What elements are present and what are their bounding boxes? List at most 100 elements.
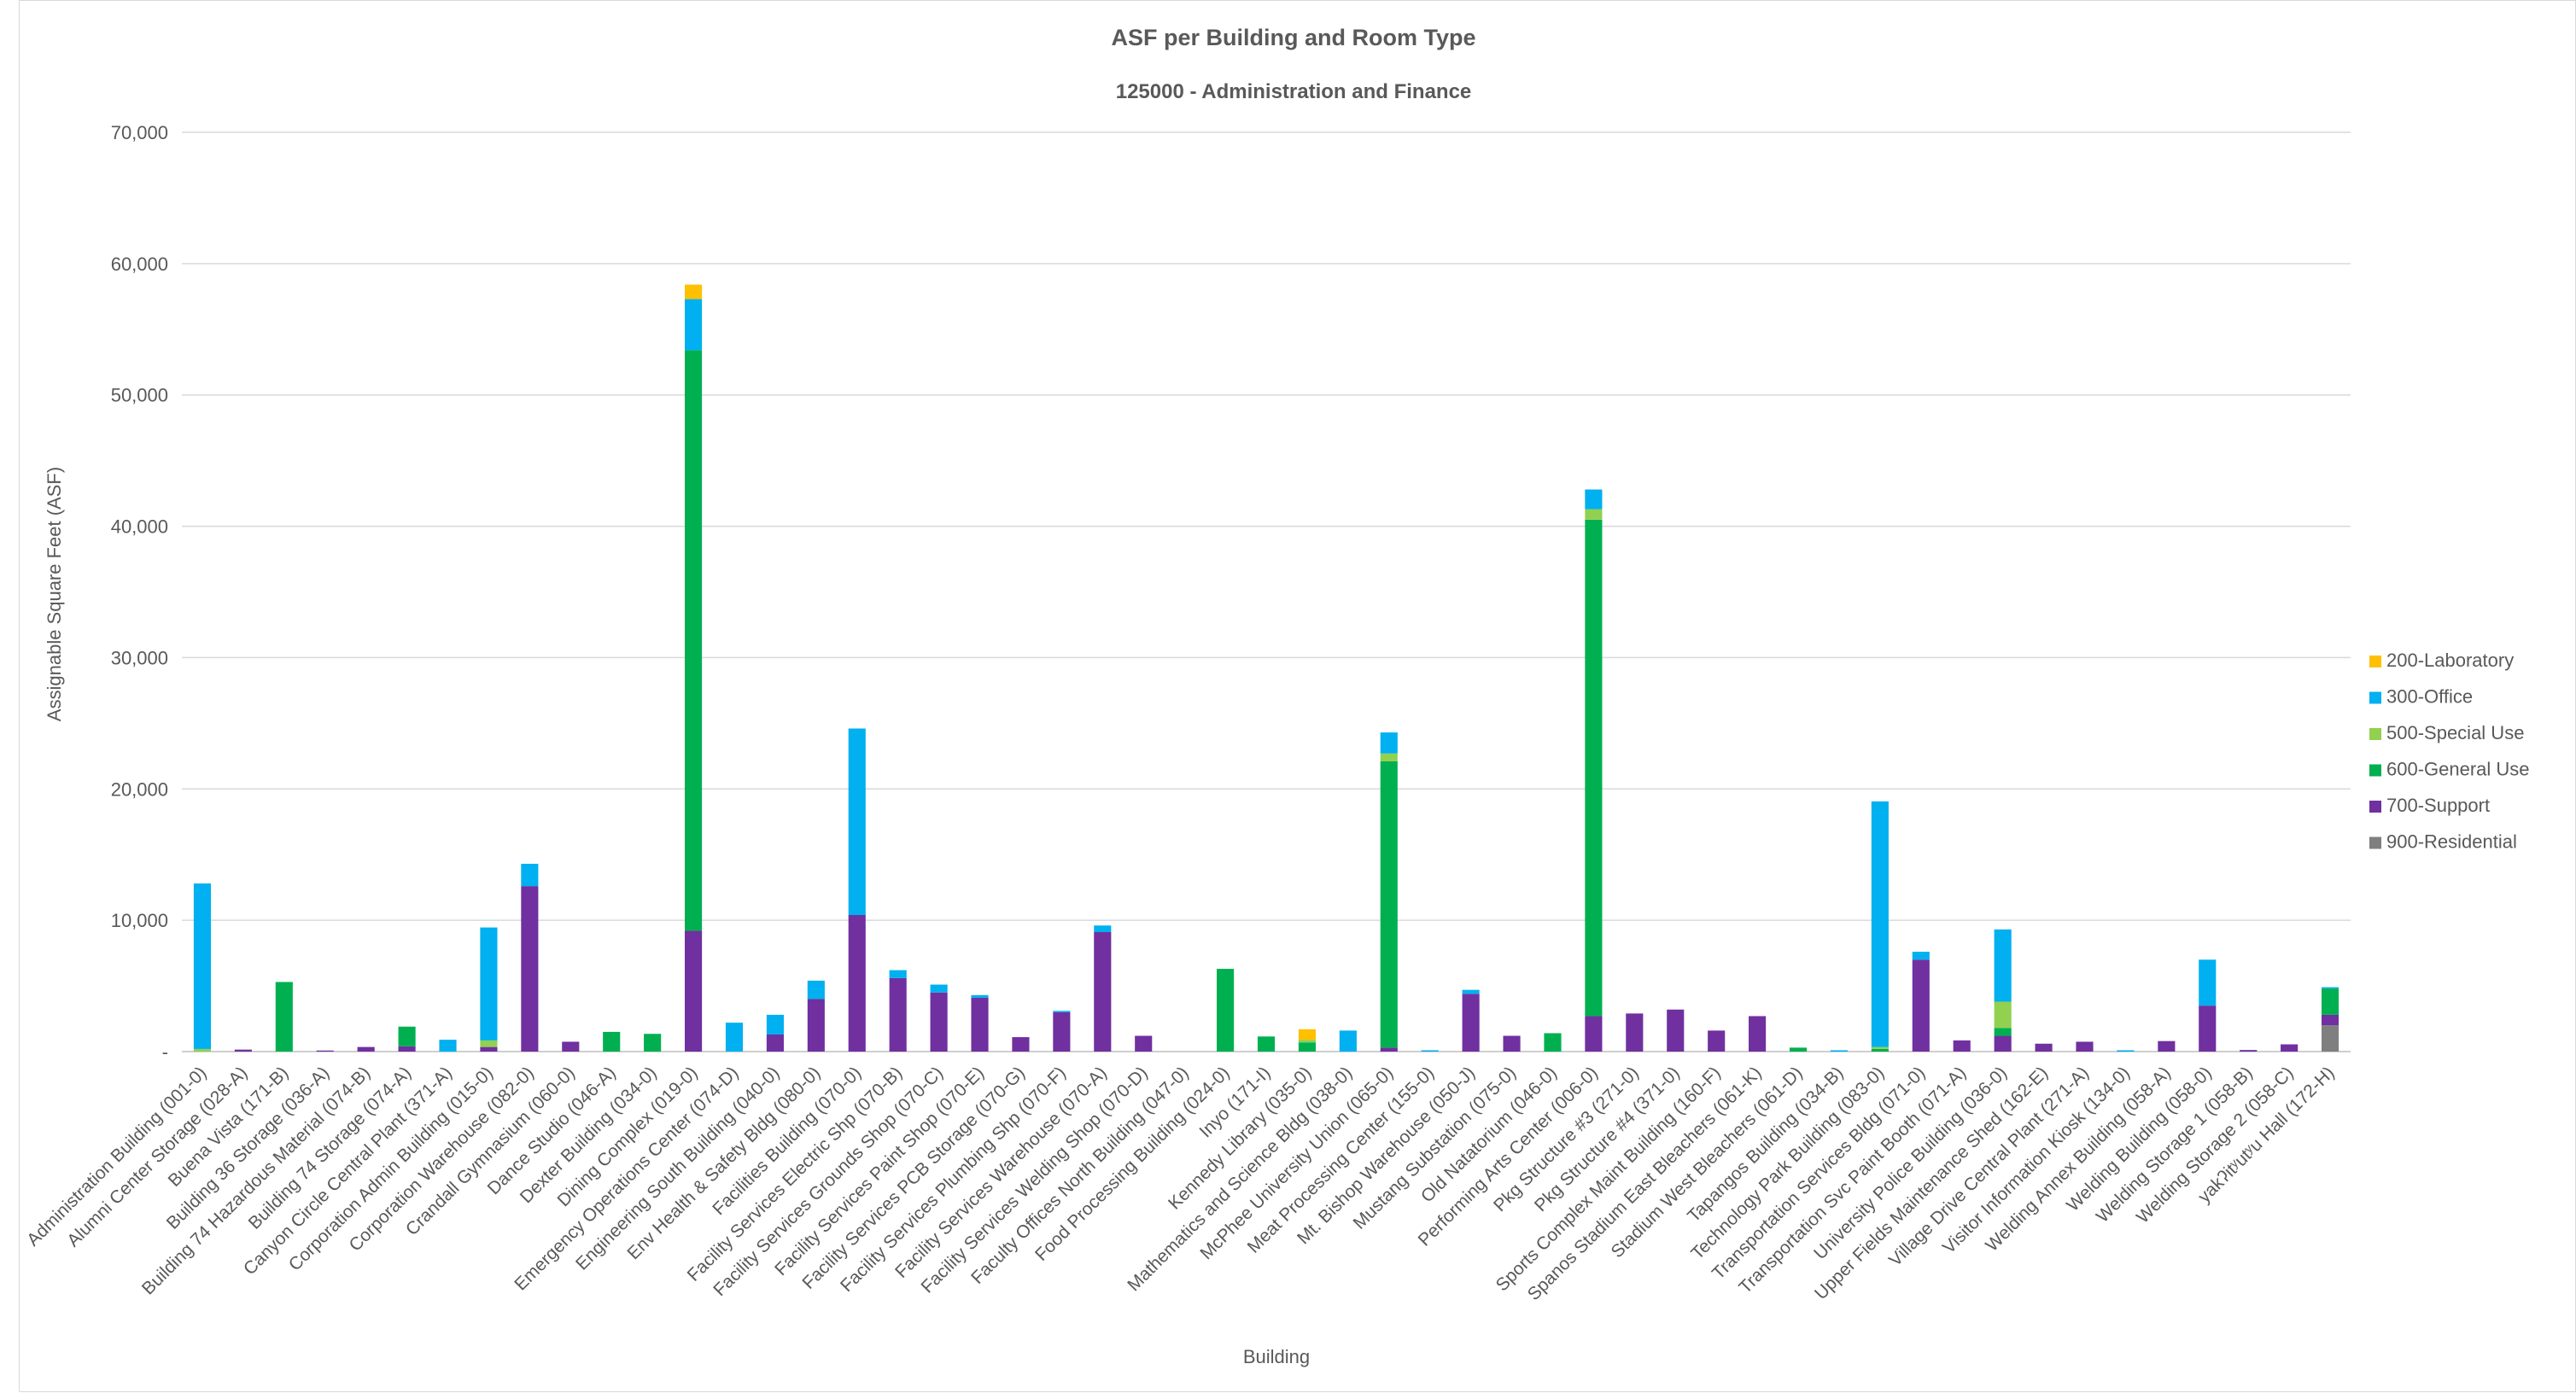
- bar-segment: [1912, 952, 1930, 960]
- bar-segment: [725, 1023, 744, 1052]
- chart-title: ASF per Building and Room Type: [1111, 25, 1475, 50]
- bar-segment: [2321, 987, 2339, 989]
- bar-segment: [193, 883, 212, 1049]
- bar-segment: [2035, 1043, 2053, 1052]
- y-tick-label: 10,000: [111, 910, 168, 931]
- bar-segment: [2158, 1040, 2176, 1052]
- legend-label: 700-Support: [2386, 795, 2490, 816]
- y-tick-label: 50,000: [111, 385, 168, 406]
- bar-segment: [1585, 489, 1603, 510]
- bar-segment: [1094, 931, 1112, 1052]
- legend-label: 300-Office: [2386, 686, 2473, 708]
- bar-segment: [644, 1034, 662, 1052]
- bar-segment: [1053, 1011, 1071, 1052]
- y-tick-label: 20,000: [111, 778, 168, 800]
- bar-segment: [398, 1046, 416, 1052]
- legend-swatch: [2369, 728, 2381, 740]
- x-tick-labels: Administration Building (001-0)Alumni Ce…: [23, 1063, 2338, 1304]
- bar-segment: [1626, 1013, 1644, 1052]
- bar-segment: [2240, 1050, 2258, 1052]
- bar-segment: [1380, 732, 1398, 754]
- bar-segment: [848, 728, 866, 915]
- bar-segment: [2199, 1005, 2217, 1052]
- bar-segment: [480, 1046, 498, 1052]
- bar-segment: [2281, 1044, 2299, 1052]
- bar-segment: [684, 350, 703, 931]
- y-tick-label: -: [162, 1041, 168, 1063]
- bar-segment: [1585, 509, 1603, 520]
- bar-segment: [1667, 1009, 1685, 1052]
- bar-segment: [1708, 1030, 1726, 1052]
- x-axis-title: Building: [1243, 1346, 1310, 1367]
- legend-label: 600-General Use: [2386, 759, 2530, 780]
- bar-segment: [1380, 753, 1398, 761]
- chart-svg: ASF per Building and Room Type 125000 - …: [23, 25, 2530, 1367]
- bar-segment: [684, 299, 703, 351]
- bar-segment: [1585, 1016, 1603, 1052]
- bar-segment: [1994, 1035, 2012, 1052]
- bar-segment: [889, 977, 907, 1052]
- y-tick-label: 40,000: [111, 516, 168, 538]
- bar-segment: [889, 970, 907, 978]
- bar-segment: [1830, 1050, 1849, 1052]
- bar-segment: [766, 1034, 784, 1052]
- legend-swatch: [2369, 801, 2381, 813]
- bar-segment: [807, 999, 825, 1052]
- bar-segment: [1380, 761, 1398, 1048]
- bar-segment: [1339, 1030, 1357, 1052]
- legend-swatch: [2369, 691, 2381, 704]
- legend-label: 900-Residential: [2386, 831, 2517, 853]
- bar-segment: [275, 982, 293, 1052]
- bar-segment: [1912, 959, 1930, 1052]
- bar-segment: [1503, 1035, 1521, 1052]
- bar-segment: [1053, 1011, 1071, 1012]
- bar-segment: [1012, 1037, 1030, 1052]
- legend-label: 200-Laboratory: [2386, 650, 2514, 671]
- y-tick-label: 60,000: [111, 254, 168, 275]
- bar-segment: [2076, 1041, 2094, 1052]
- bar-segment: [971, 997, 989, 1052]
- bar-segment: [1298, 1029, 1316, 1040]
- bar-segment: [1544, 1033, 1562, 1052]
- bar-segment: [1462, 989, 1480, 994]
- bar-segment: [1462, 994, 1480, 1052]
- bar-segment: [562, 1041, 580, 1052]
- chart-subtitle: 125000 - Administration and Finance: [1116, 80, 1472, 103]
- bar-segment: [1749, 1016, 1767, 1052]
- bar-segment: [603, 1031, 621, 1052]
- bar-segment: [1380, 1047, 1398, 1052]
- bar-segment: [2199, 959, 2217, 1006]
- bar-segment: [1094, 925, 1112, 932]
- bar-segment: [521, 863, 539, 887]
- grid-layer: [182, 131, 2351, 1052]
- bar-segment: [807, 980, 825, 1000]
- bar-segment: [2117, 1050, 2135, 1052]
- bar-segment: [480, 1040, 498, 1047]
- bar-segment: [480, 927, 498, 1040]
- bar-segment: [1994, 1001, 2012, 1029]
- bar-segment: [398, 1026, 416, 1046]
- y-axis-title: Assignable Square Feet (ASF): [44, 467, 65, 721]
- bar-segment: [1871, 1046, 1889, 1049]
- bar-segment: [930, 992, 948, 1052]
- legend: 200-Laboratory 300-Office 500-Special Use 6…: [2369, 650, 2530, 853]
- bar-segment: [357, 1046, 375, 1052]
- legend-label: 500-Special Use: [2386, 722, 2524, 743]
- bar-segment: [1298, 1040, 1316, 1043]
- bar-segment: [1871, 801, 1889, 1047]
- chart-frame: ASF per Building and Room Type 125000 - …: [19, 0, 2576, 1392]
- bar-segment: [1585, 519, 1603, 1017]
- bar-segment: [930, 984, 948, 993]
- legend-swatch: [2369, 764, 2381, 777]
- bar-segment: [2321, 1014, 2339, 1026]
- bar-segment: [1994, 1028, 2012, 1036]
- bar-layer: [193, 284, 2339, 1052]
- bar-segment: [316, 1050, 334, 1052]
- bar-segment: [1953, 1040, 1971, 1052]
- bar-segment: [234, 1049, 252, 1052]
- bar-segment: [1298, 1042, 1316, 1052]
- legend-swatch: [2369, 656, 2381, 667]
- bar-segment: [1994, 929, 2012, 1002]
- bar-segment: [2321, 1025, 2339, 1052]
- bar-segment: [1257, 1036, 1276, 1052]
